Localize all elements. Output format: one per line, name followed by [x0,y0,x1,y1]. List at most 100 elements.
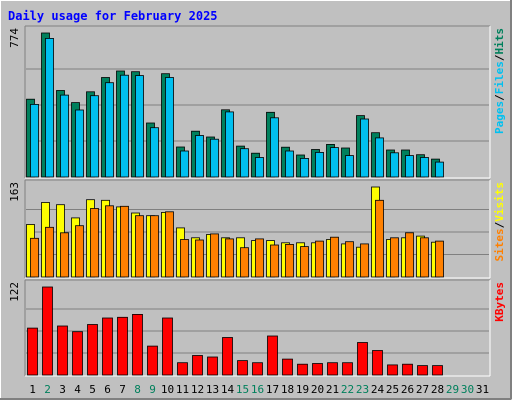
bar-kbytes-day-26 [402,363,413,376]
series-label-part: Files [493,61,506,94]
x-tick-label-day-22: 22 [341,383,354,396]
series-label-part: / [493,54,506,61]
bar-sites-day-19 [300,246,309,278]
bar-sites-day-8 [135,215,144,278]
bar-sites-day-1 [30,237,39,278]
bar-sites-day-7 [120,205,129,278]
series-label-part: / [493,94,506,101]
series-label-part: Sites [493,228,506,261]
x-tick-label-day-10: 10 [161,383,174,396]
x-tick-label-day-16: 16 [251,383,264,396]
bar-files-day-3 [60,94,69,178]
bar-files-day-22 [345,155,354,178]
bar-sites-day-15 [240,247,249,278]
x-tick-label-day-30: 30 [461,383,474,396]
series-kbytes [27,286,443,376]
series-label-part: KBytes [493,282,506,322]
bar-sites-day-20 [315,240,324,278]
bar-files-day-25 [390,152,399,178]
bar-files-day-5 [90,95,99,178]
bar-kbytes-day-8 [132,313,143,376]
bar-sites-day-25 [390,237,399,278]
series-files [30,38,444,178]
bar-files-day-20 [315,151,324,178]
y-max-label-top: 774 [8,28,21,48]
bar-files-day-9 [150,127,159,178]
bar-sites-day-14 [225,238,234,278]
bar-sites-day-23 [360,243,369,278]
x-tick-label-day-2: 2 [44,383,51,396]
x-tick-label-day-19: 19 [296,383,309,396]
panel-bottom: 122 KBytes [8,279,506,377]
bar-files-day-12 [195,135,204,178]
bar-kbytes-day-20 [312,363,323,376]
series-label-part: / [493,221,506,228]
bar-files-day-7 [120,74,129,178]
series-label-middle: Sites/Visits [493,182,506,262]
bar-sites-day-5 [90,208,99,278]
bar-sites-day-3 [60,232,69,278]
x-tick-label-day-18: 18 [281,383,294,396]
bar-files-day-10 [165,77,174,178]
x-tick-label-day-1: 1 [29,383,36,396]
bar-kbytes-day-28 [432,365,443,376]
x-tick-label-day-8: 8 [134,383,141,396]
x-tick-label-day-28: 28 [431,383,444,396]
bar-files-day-8 [135,75,144,178]
bar-files-day-15 [240,148,249,178]
x-tick-label-day-6: 6 [104,383,111,396]
bar-sites-day-2 [45,226,54,278]
series-sites [30,199,444,278]
x-axis-labels: 1 2 3 4 5 6 7 8 9 10 11 12 13 14 15 16 17 18 19 20 21 22 23 24 2… [29,383,489,396]
bar-kbytes-day-19 [297,363,308,376]
x-tick-label-day-21: 21 [326,383,339,396]
bar-kbytes-day-2 [42,286,53,376]
bar-kbytes-day-22 [342,362,353,376]
bar-files-day-4 [75,109,84,178]
bar-sites-day-4 [75,225,84,278]
bar-kbytes-day-27 [417,365,428,376]
y-max-label-bottom: 122 [8,282,21,302]
bar-kbytes-day-15 [237,360,248,376]
bar-kbytes-day-25 [387,364,398,376]
bar-sites-day-22 [345,241,354,278]
bar-kbytes-day-14 [222,337,233,376]
x-tick-label-day-27: 27 [416,383,429,396]
x-tick-label-day-20: 20 [311,383,324,396]
bar-files-day-2 [45,38,54,178]
x-tick-label-day-7: 7 [119,383,126,396]
bar-kbytes-day-3 [57,325,68,376]
bar-sites-day-12 [195,239,204,278]
bar-files-day-23 [360,118,369,178]
bar-kbytes-day-24 [372,350,383,376]
x-tick-label-day-15: 15 [236,383,249,396]
bar-kbytes-day-4 [72,331,83,376]
x-tick-label-day-11: 11 [176,383,189,396]
x-tick-label-day-4: 4 [74,383,81,396]
bar-kbytes-day-23 [357,342,368,376]
bar-sites-day-27 [420,237,429,278]
x-tick-label-day-23: 23 [356,383,369,396]
bar-kbytes-day-18 [282,358,293,376]
bar-files-day-13 [210,138,219,178]
bar-sites-day-6 [105,205,114,278]
bar-files-day-6 [105,82,114,178]
bar-sites-day-16 [255,238,264,278]
series-label-part: Visits [493,182,506,222]
bar-sites-day-9 [150,215,159,278]
bar-kbytes-day-6 [102,317,113,376]
bar-sites-day-10 [165,211,174,278]
x-tick-label-day-12: 12 [191,383,204,396]
x-tick-label-day-31: 31 [476,383,489,396]
bar-files-day-24 [375,137,384,178]
bar-sites-day-11 [180,239,189,278]
bar-kbytes-day-10 [162,317,173,376]
bar-files-day-21 [330,147,339,178]
bar-files-day-16 [255,157,264,178]
bar-kbytes-day-12 [192,355,203,376]
x-tick-label-day-13: 13 [206,383,219,396]
x-tick-label-day-24: 24 [371,383,385,396]
